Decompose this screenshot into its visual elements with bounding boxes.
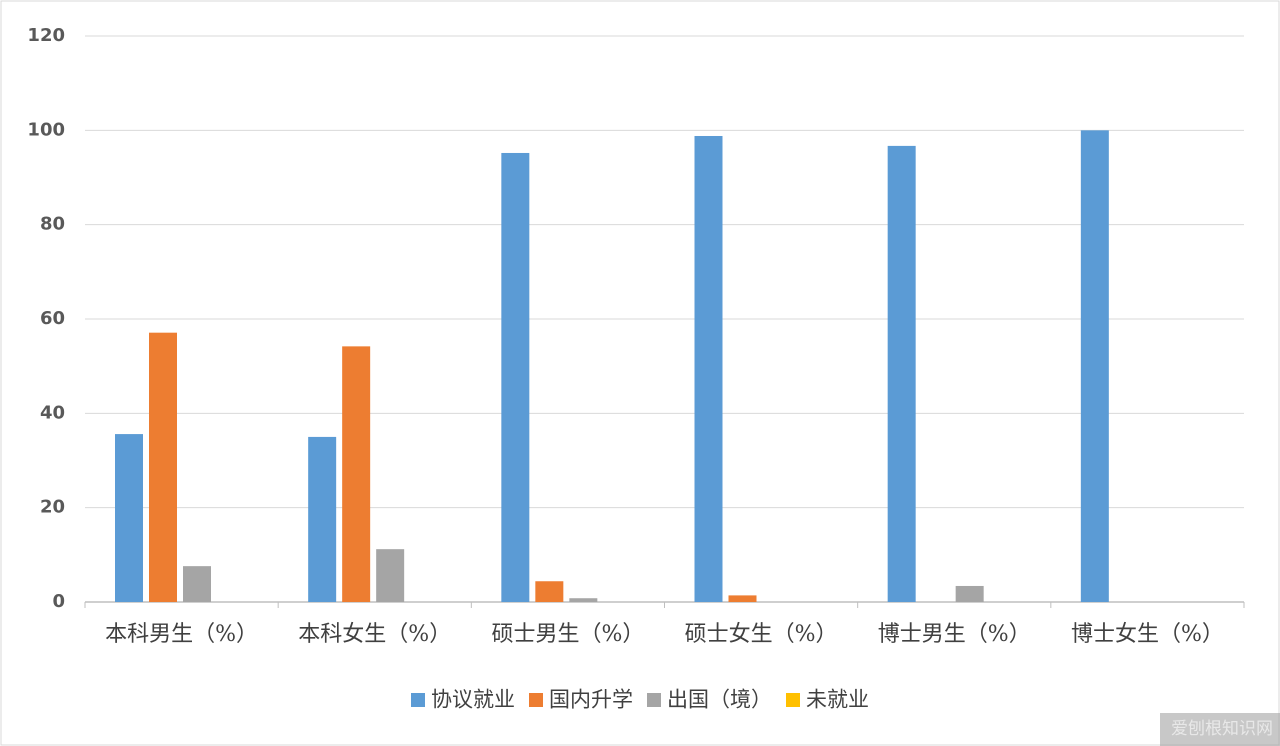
bar [694,135,723,602]
legend-label: 国内升学 [549,688,633,712]
bar [115,434,143,602]
bar [887,145,916,603]
bar [501,152,530,602]
legend-label: 出国（境） [667,688,772,712]
y-tick-label: 60 [40,308,65,329]
y-tick-label: 40 [40,402,65,423]
legend-swatch [529,693,543,707]
legend-label: 协议就业 [431,688,515,712]
legend-swatch [786,693,800,707]
y-tick-label: 120 [27,25,65,46]
y-tick-label: 0 [52,591,65,612]
legend-swatch [647,693,661,707]
x-tick-label: 硕士男生（%） [491,622,644,647]
bar [308,436,337,602]
x-tick-label: 本科男生（%） [105,622,258,647]
bar [569,598,598,602]
x-tick-label: 硕士女生（%） [685,622,838,647]
bar [183,566,211,602]
legend-label: 未就业 [806,688,869,712]
x-tick-label: 本科女生（%） [298,622,451,647]
x-tick-label: 博士女生（%） [1071,622,1224,647]
bar [955,585,984,602]
y-tick-label: 80 [40,214,65,235]
y-tick-label: 100 [27,119,65,140]
legend-swatch [411,693,425,707]
bar [535,581,564,602]
watermark-bg [1160,713,1280,746]
x-tick-label: 博士男生（%） [878,622,1031,647]
bar [728,595,757,602]
bar [342,346,371,602]
bar [376,549,405,602]
bar [149,332,177,602]
bar [1080,130,1109,603]
watermark: 爱刨根知识网 [1171,719,1273,739]
y-tick-label: 20 [40,497,65,518]
